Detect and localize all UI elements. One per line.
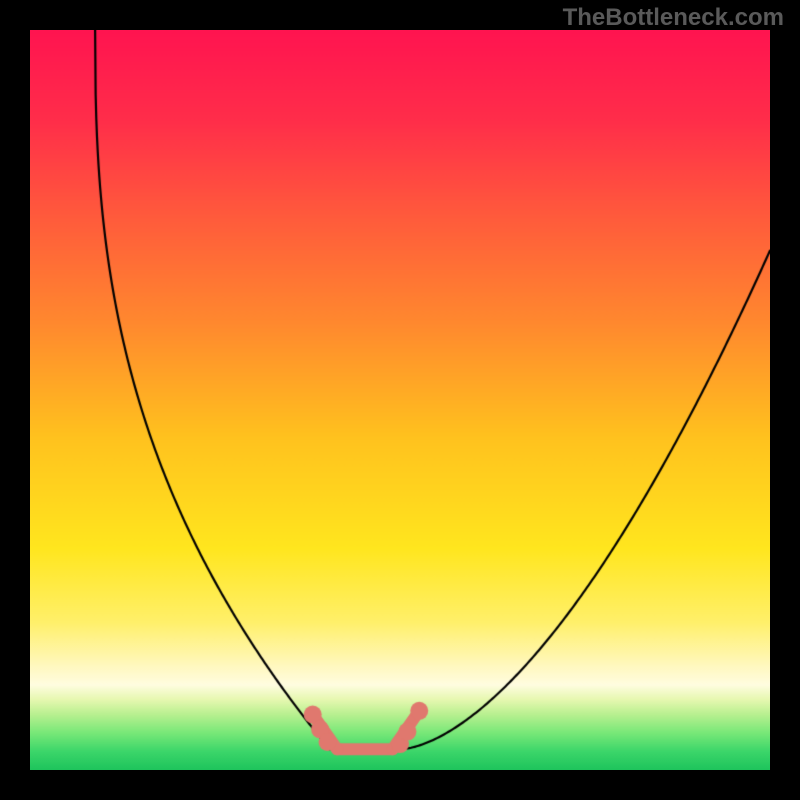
chart-frame: TheBottleneck.com <box>0 0 800 800</box>
plot-area <box>30 30 770 770</box>
watermark-text: TheBottleneck.com <box>563 4 784 32</box>
bottleneck-curve <box>30 30 770 770</box>
